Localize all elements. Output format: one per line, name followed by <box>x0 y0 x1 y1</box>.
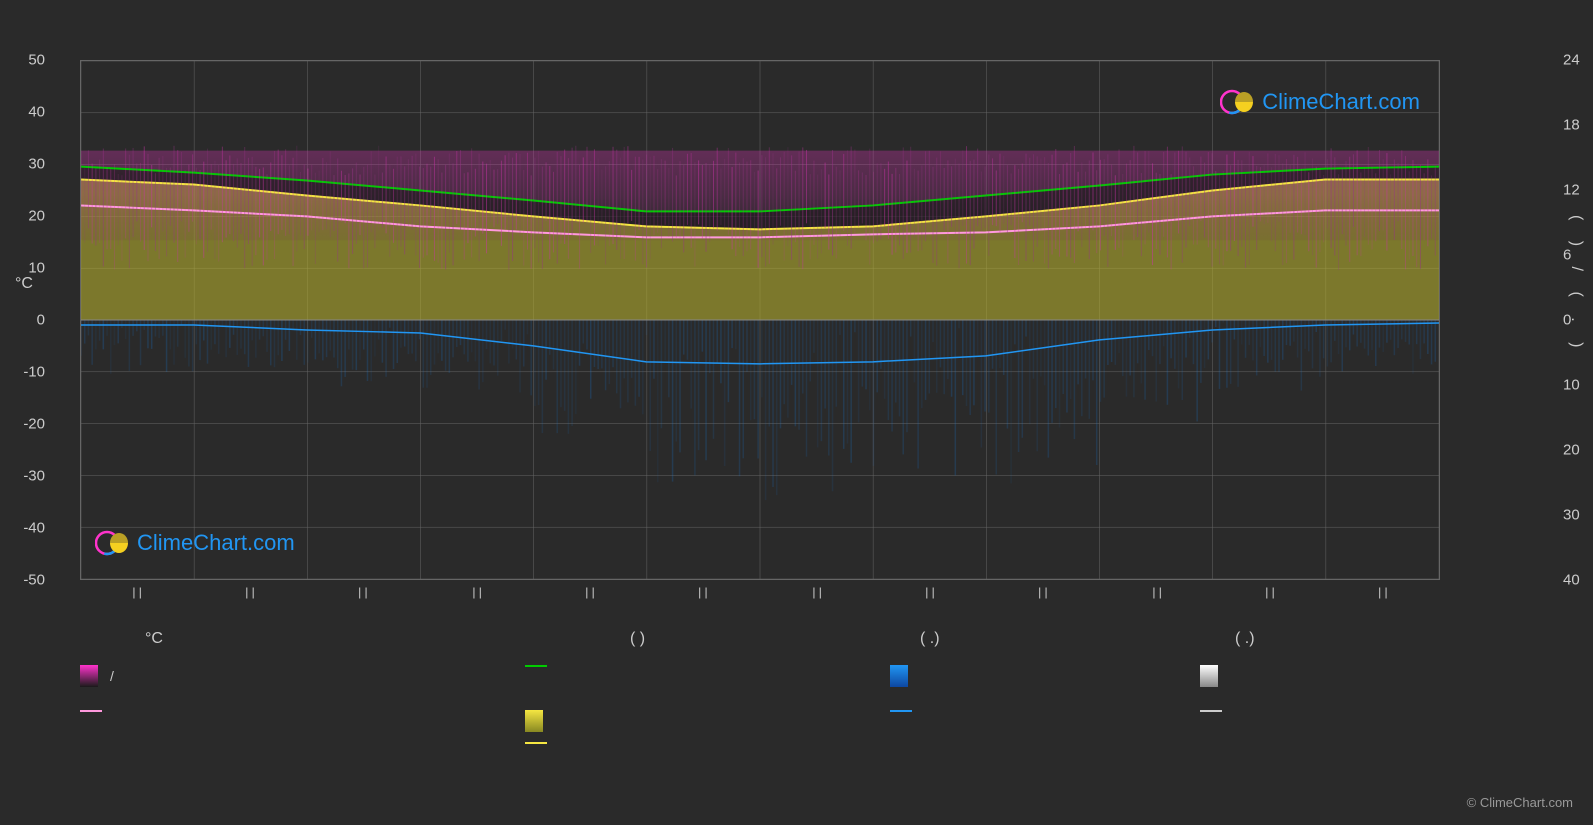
legend-header: °C <box>145 630 163 648</box>
x-tick: | | <box>358 585 368 599</box>
legend-swatch-icon <box>80 665 98 687</box>
x-tick: | | <box>1265 585 1275 599</box>
legend-item <box>525 742 547 744</box>
legend-label: / <box>110 668 114 684</box>
x-tick: | | <box>585 585 595 599</box>
y-tick: -20 <box>23 416 45 433</box>
legend-item <box>890 710 912 712</box>
legend-header: ( .) <box>920 630 940 648</box>
legend-swatch-icon <box>1200 665 1218 687</box>
x-tick: | | <box>1378 585 1388 599</box>
watermark-text: ClimeChart.com <box>137 530 295 556</box>
y-tick: -30 <box>23 468 45 485</box>
legend-line-icon <box>1200 710 1222 712</box>
x-axis: | | | | | | | | | | | | | | | | | | | | … <box>80 585 1440 605</box>
watermark-text: ClimeChart.com <box>1262 89 1420 115</box>
y-axis-right-label: ( ) / ( . ) <box>1567 215 1585 355</box>
precip-bars <box>81 320 1435 500</box>
x-tick: | | <box>132 585 142 599</box>
y-tick: 20 <box>28 208 45 225</box>
chart-plot-area: placeholder ClimeChart.com <box>80 60 1440 580</box>
y-tick: -10 <box>23 364 45 381</box>
legend-header: ( ) <box>630 630 645 648</box>
y-tick-r: 30 <box>1563 507 1580 524</box>
watermark-top: ClimeChart.com <box>1220 85 1420 119</box>
y-tick-r: 24 <box>1563 52 1580 69</box>
logo-icon <box>1220 85 1254 119</box>
y-tick-r: 12 <box>1563 182 1580 199</box>
legend-item <box>525 710 543 732</box>
logo-icon <box>95 526 129 560</box>
x-tick: | | <box>698 585 708 599</box>
legend-line-icon <box>80 710 102 712</box>
x-tick: | | <box>925 585 935 599</box>
legend-item <box>80 710 102 712</box>
legend-item <box>890 665 920 687</box>
y-tick: 30 <box>28 156 45 173</box>
y-tick-r: 18 <box>1563 117 1580 134</box>
legend-line-icon <box>525 665 547 667</box>
y-tick: 40 <box>28 104 45 121</box>
x-tick: | | <box>1038 585 1048 599</box>
legend-swatch-icon <box>525 710 543 732</box>
legend-line-icon <box>890 710 912 712</box>
copyright: © ClimeChart.com <box>1467 795 1573 810</box>
legend-swatch-icon <box>890 665 908 687</box>
y-tick-r: 10 <box>1563 377 1580 394</box>
legend-item <box>525 665 559 667</box>
x-tick: | | <box>472 585 482 599</box>
y-tick: -50 <box>23 572 45 589</box>
chart-svg: placeholder <box>80 60 1440 580</box>
y-tick: 10 <box>28 260 45 277</box>
x-tick: | | <box>245 585 255 599</box>
watermark-bottom: ClimeChart.com <box>95 526 295 560</box>
y-axis-left-label: °C <box>15 275 33 293</box>
legend-item <box>1200 665 1230 687</box>
legend-header: ( .) <box>1235 630 1255 648</box>
y-tick-r: 40 <box>1563 572 1580 589</box>
legend-item: / <box>80 665 114 687</box>
y-tick: -40 <box>23 520 45 537</box>
legend-item <box>1200 710 1222 712</box>
legend-line-icon <box>525 742 547 744</box>
y-tick: 0 <box>37 312 45 329</box>
y-tick: 50 <box>28 52 45 69</box>
x-tick: | | <box>812 585 822 599</box>
y-tick-r: 20 <box>1563 442 1580 459</box>
x-tick: | | <box>1152 585 1162 599</box>
